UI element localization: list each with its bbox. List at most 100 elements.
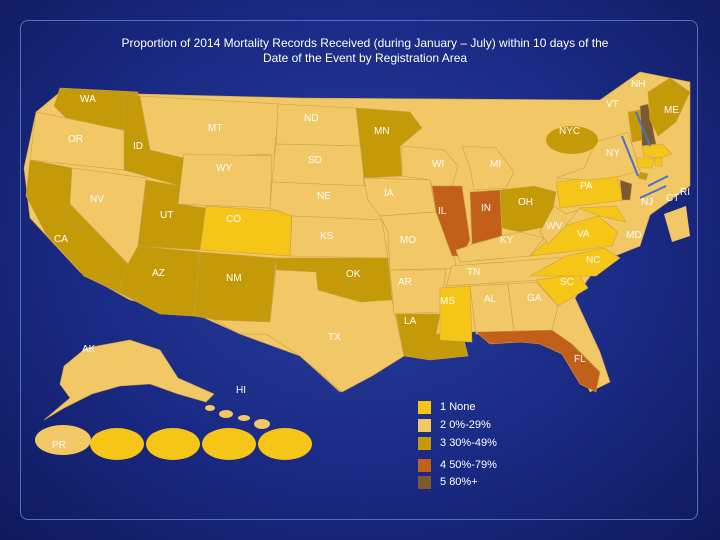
legend-item: 2 0%-29% — [418, 419, 538, 432]
legend-label: 4 50%-79% — [440, 459, 497, 471]
callout-line — [635, 111, 651, 147]
state-label-tx: TX — [328, 332, 341, 343]
state-label-ny: NY — [606, 148, 620, 159]
state-label-co: CO — [226, 214, 241, 225]
territory-shape — [258, 428, 312, 460]
state-label-mt: MT — [208, 123, 222, 134]
state-shape-md — [577, 205, 627, 223]
legend-swatch — [418, 419, 431, 432]
state-label-va: VA — [577, 229, 590, 240]
state-shape-al — [469, 283, 515, 335]
state-label-ne: NE — [317, 191, 331, 202]
legend-item: 5 80%+ — [418, 476, 538, 489]
state-label-me: ME — [664, 105, 679, 116]
territory-shape — [146, 428, 200, 460]
state-label-wy: WY — [216, 163, 232, 174]
state-shape-tx — [213, 269, 405, 393]
map-title: Proportion of 2014 Mortality Records Rec… — [121, 36, 609, 65]
state-label-nh: NH — [631, 79, 645, 90]
state-shape-ma — [641, 143, 673, 159]
state-label-nv: NV — [90, 194, 104, 205]
state-label-tn: TN — [467, 267, 480, 278]
legend-swatch — [418, 401, 431, 414]
state-shape-la — [395, 313, 469, 361]
state-shape-ms — [439, 285, 473, 343]
state-label-ga: GA — [527, 293, 542, 304]
state-shape-nm — [193, 251, 277, 323]
state-label-oh: OH — [518, 197, 533, 208]
state-label-ks: KS — [320, 231, 334, 242]
state-label-nyc: NYC — [559, 126, 580, 137]
state-label-mn: MN — [374, 126, 390, 137]
state-label-mi: MI — [490, 159, 501, 170]
state-shape-co — [199, 205, 293, 257]
state-label-mo: MO — [400, 235, 416, 246]
state-label-nc: NC — [586, 255, 600, 266]
state-shape-wv — [539, 205, 579, 245]
state-label-pa: PA — [580, 181, 593, 192]
state-shape-nj — [619, 179, 633, 201]
legend-item: 3 30%-49% — [418, 437, 538, 450]
legend-label: 3 30%-49% — [440, 437, 497, 449]
state-shape-ks — [289, 215, 389, 259]
slide-panel — [20, 20, 698, 520]
state-label-al: AL — [484, 294, 497, 305]
state-shape-in — [469, 189, 503, 245]
legend-label: 2 0%-29% — [440, 419, 491, 431]
state-shape-nyc — [637, 171, 649, 181]
legend-swatch — [418, 476, 431, 489]
state-shape-mi — [461, 145, 515, 191]
state-shape-ny — [555, 131, 641, 181]
state-shape-nc — [528, 247, 621, 277]
state-label-sc: SC — [560, 277, 574, 288]
territory-shape — [90, 428, 144, 460]
state-shape-ct — [635, 157, 655, 169]
state-label-ri: RI — [680, 187, 690, 198]
state-shape-fl — [475, 329, 601, 393]
legend-label: 1 None — [440, 401, 476, 413]
state-label-pr: PR — [52, 440, 66, 451]
state-label-ct: CT — [666, 193, 679, 204]
state-shape-ga — [507, 281, 559, 333]
legend-swatch — [418, 437, 431, 450]
state-label-nm: NM — [226, 273, 242, 284]
callout-line — [639, 185, 667, 199]
state-label-hi: HI — [236, 385, 246, 396]
state-label-nj: NJ — [641, 197, 653, 208]
state-label-az: AZ — [152, 268, 165, 279]
state-label-vt: VT — [606, 99, 619, 110]
state-shape-nh — [639, 103, 657, 147]
state-label-ms: MS — [440, 296, 455, 307]
state-shape-ri — [654, 157, 663, 167]
state-label-wi: WI — [432, 159, 444, 170]
callout-line — [647, 175, 669, 187]
state-label-ar: AR — [398, 277, 412, 288]
state-label-ut: UT — [160, 210, 173, 221]
state-label-wa: WA — [80, 94, 96, 105]
state-shape-ak — [43, 339, 215, 421]
legend-label: 5 80%+ — [440, 476, 478, 488]
state-shape-me — [647, 77, 691, 137]
state-shape-ky — [455, 231, 545, 263]
state-label-wv: WV — [546, 221, 562, 232]
pr-shape — [35, 425, 91, 455]
state-label-la: LA — [404, 316, 417, 327]
legend-item: 1 None — [418, 401, 538, 414]
legend-item: 4 50%-79% — [418, 459, 538, 472]
territory-shape — [202, 428, 256, 460]
state-label-ia: IA — [384, 188, 394, 199]
state-label-ak: AK — [82, 344, 96, 355]
state-label-md: MD — [626, 230, 642, 241]
state-shape-nd — [275, 103, 363, 147]
state-label-il: IL — [438, 206, 447, 217]
state-label-nd: ND — [304, 113, 318, 124]
state-label-or: OR — [68, 134, 83, 145]
dc-inset — [664, 206, 690, 242]
state-label-ky: KY — [500, 235, 514, 246]
nyc-callout — [546, 126, 598, 154]
state-label-ca: CA — [54, 234, 68, 245]
state-label-ok: OK — [346, 269, 361, 280]
legend-swatch — [418, 459, 431, 472]
